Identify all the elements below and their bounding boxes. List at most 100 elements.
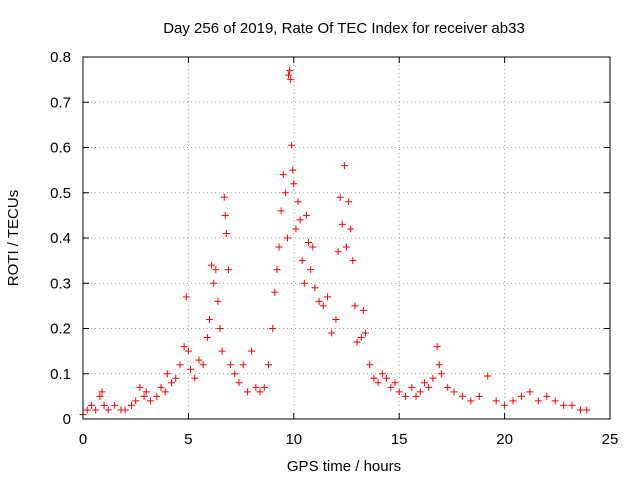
data-point xyxy=(163,370,171,378)
data-point xyxy=(307,266,315,274)
data-point xyxy=(127,401,135,409)
data-point xyxy=(433,343,441,351)
data-point xyxy=(83,406,91,414)
data-point xyxy=(222,229,230,237)
data-point xyxy=(359,306,367,314)
data-point xyxy=(353,338,361,346)
data-point xyxy=(157,383,165,391)
data-point xyxy=(387,383,395,391)
data-point xyxy=(271,288,279,296)
data-point xyxy=(305,239,313,247)
data-point xyxy=(286,67,294,75)
x-axis-ticks: 0 5 10 15 20 25 xyxy=(79,57,619,448)
data-point xyxy=(205,315,213,323)
data-point xyxy=(275,243,283,251)
data-point xyxy=(378,370,386,378)
data-point xyxy=(328,329,336,337)
y-tick-label: 0.5 xyxy=(50,185,71,202)
y-tick-label: 0.6 xyxy=(50,140,71,157)
data-point xyxy=(182,293,190,301)
data-point xyxy=(294,198,302,206)
data-point xyxy=(281,189,289,197)
data-point xyxy=(218,347,226,355)
data-point xyxy=(568,401,576,409)
data-point xyxy=(288,141,296,149)
data-point xyxy=(349,257,357,265)
data-point xyxy=(340,162,348,170)
data-point xyxy=(214,297,222,305)
data-point xyxy=(239,361,247,369)
data-point xyxy=(283,234,291,242)
data-point xyxy=(104,406,112,414)
data-point xyxy=(96,392,104,400)
data-point xyxy=(408,383,416,391)
data-point xyxy=(429,374,437,382)
data-point xyxy=(136,383,144,391)
data-point xyxy=(195,356,203,364)
grid-lines xyxy=(83,57,610,419)
data-point xyxy=(501,401,509,409)
data-point xyxy=(300,279,308,287)
data-point xyxy=(517,392,525,400)
data-point xyxy=(153,392,161,400)
data-point xyxy=(298,257,306,265)
data-point xyxy=(324,293,332,301)
x-tick-label: 5 xyxy=(184,431,192,448)
data-point xyxy=(210,279,218,287)
y-tick-label: 0 xyxy=(63,411,71,428)
data-point xyxy=(216,325,224,332)
data-point xyxy=(285,71,293,79)
y-tick-label: 0.8 xyxy=(50,49,71,66)
data-point xyxy=(100,401,108,409)
data-point xyxy=(256,388,264,396)
data-point xyxy=(551,397,559,405)
data-point xyxy=(543,392,551,400)
data-point xyxy=(296,216,304,224)
x-tick-label: 25 xyxy=(602,431,619,448)
data-point xyxy=(576,406,584,414)
y-tick-label: 0.2 xyxy=(50,321,71,338)
data-points xyxy=(79,67,591,418)
data-point xyxy=(290,180,298,188)
data-point xyxy=(402,392,410,400)
data-point xyxy=(370,374,378,382)
data-point xyxy=(309,243,317,251)
data-point xyxy=(467,397,475,405)
data-point xyxy=(437,370,445,378)
data-point xyxy=(252,383,260,391)
data-point xyxy=(273,266,281,274)
data-point xyxy=(416,388,424,396)
data-point xyxy=(292,225,300,233)
data-point xyxy=(199,361,207,369)
data-point xyxy=(391,379,399,387)
data-point xyxy=(420,379,428,387)
chart-title: Day 256 of 2019, Rate Of TEC Index for r… xyxy=(163,20,525,37)
data-point xyxy=(458,392,466,400)
data-point xyxy=(132,397,140,405)
y-axis-ticks: 0 0.1 0.2 0.3 0.4 0.5 0.6 0.7 0.8 xyxy=(50,49,610,428)
data-point xyxy=(172,374,180,382)
data-point xyxy=(243,388,251,396)
data-point xyxy=(338,220,346,228)
data-point xyxy=(277,207,285,215)
data-point xyxy=(509,397,517,405)
x-tick-label: 0 xyxy=(79,431,87,448)
data-point xyxy=(142,388,150,396)
y-tick-label: 0.3 xyxy=(50,275,71,292)
data-point xyxy=(560,401,568,409)
data-point xyxy=(235,379,243,387)
data-point xyxy=(319,302,327,310)
y-tick-label: 0.7 xyxy=(50,94,71,111)
data-point xyxy=(212,266,220,274)
y-tick-label: 0.4 xyxy=(50,230,71,247)
y-axis-title: ROTI / TECUs xyxy=(5,190,22,286)
data-point xyxy=(161,388,169,396)
data-point xyxy=(444,383,452,391)
data-point xyxy=(583,406,591,414)
data-point xyxy=(526,388,534,396)
data-point xyxy=(450,388,458,396)
data-point xyxy=(395,388,403,396)
data-point xyxy=(265,361,273,369)
data-point xyxy=(347,225,355,233)
data-point xyxy=(492,397,500,405)
